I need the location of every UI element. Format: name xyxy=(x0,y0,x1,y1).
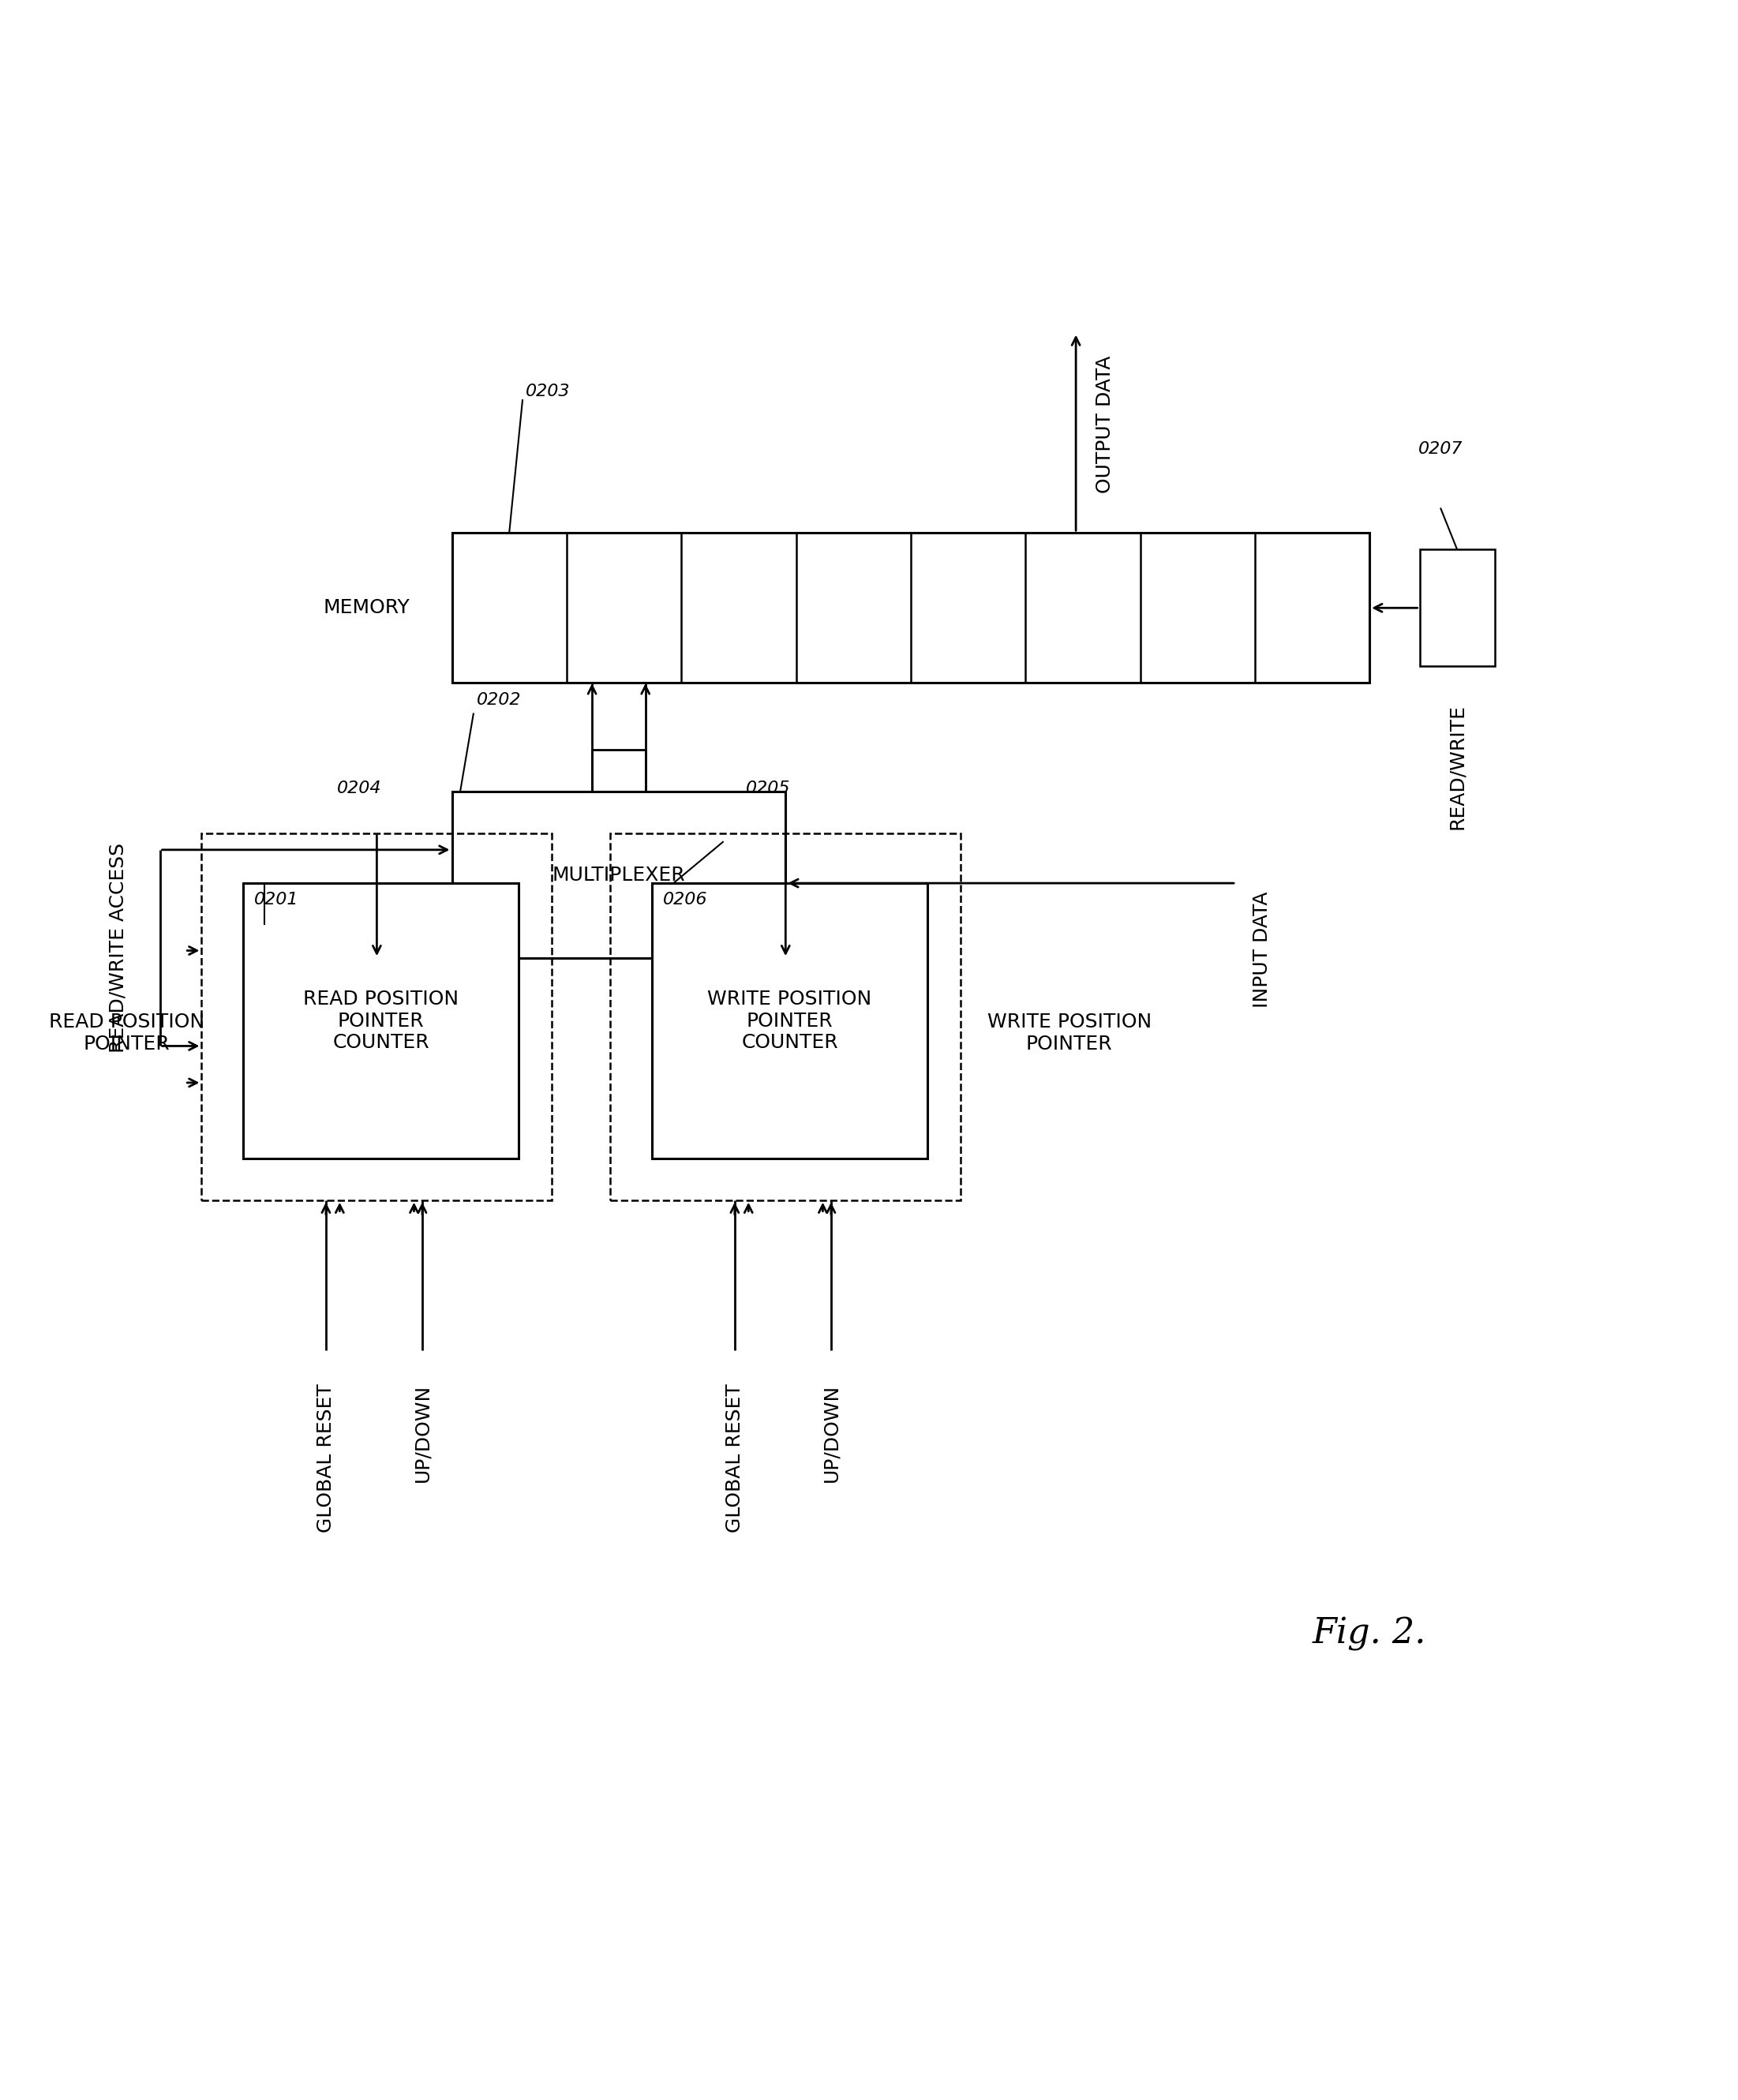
Bar xyxy=(202,834,553,1199)
Text: UP/DOWN: UP/DOWN xyxy=(414,1384,431,1483)
Text: READ POSITION
POINTER: READ POSITION POINTER xyxy=(49,1012,205,1054)
Text: WRITE POSITION
POINTER: WRITE POSITION POINTER xyxy=(987,1012,1151,1054)
Text: 0206: 0206 xyxy=(662,892,707,907)
Text: READ/WRITE ACCESS: READ/WRITE ACCESS xyxy=(109,842,127,1052)
Text: 0205: 0205 xyxy=(746,781,791,796)
Text: GLOBAL RESET: GLOBAL RESET xyxy=(316,1384,335,1533)
Text: 0201: 0201 xyxy=(254,892,299,907)
Text: 0204: 0204 xyxy=(337,781,382,796)
Text: 0207: 0207 xyxy=(1418,441,1463,458)
Bar xyxy=(610,834,961,1199)
Bar xyxy=(1420,550,1495,666)
Text: OUTPUT DATA: OUTPUT DATA xyxy=(1097,355,1114,493)
Text: GLOBAL RESET: GLOBAL RESET xyxy=(725,1384,744,1533)
Text: READ POSITION
POINTER
COUNTER: READ POSITION POINTER COUNTER xyxy=(302,989,459,1052)
Text: MULTIPLEXER: MULTIPLEXER xyxy=(553,865,685,884)
Text: MEMORY: MEMORY xyxy=(323,598,410,617)
Text: UP/DOWN: UP/DOWN xyxy=(822,1384,841,1483)
Text: READ/WRITE: READ/WRITE xyxy=(1448,704,1467,830)
Bar xyxy=(652,884,928,1159)
Bar xyxy=(243,884,518,1159)
Text: 0203: 0203 xyxy=(527,382,570,399)
Text: Fig. 2.: Fig. 2. xyxy=(1312,1617,1427,1651)
Bar xyxy=(452,533,1370,683)
Text: INPUT DATA: INPUT DATA xyxy=(1253,892,1272,1008)
Text: 0202: 0202 xyxy=(476,691,521,708)
Bar xyxy=(452,792,786,958)
Text: WRITE POSITION
POINTER
COUNTER: WRITE POSITION POINTER COUNTER xyxy=(707,989,872,1052)
